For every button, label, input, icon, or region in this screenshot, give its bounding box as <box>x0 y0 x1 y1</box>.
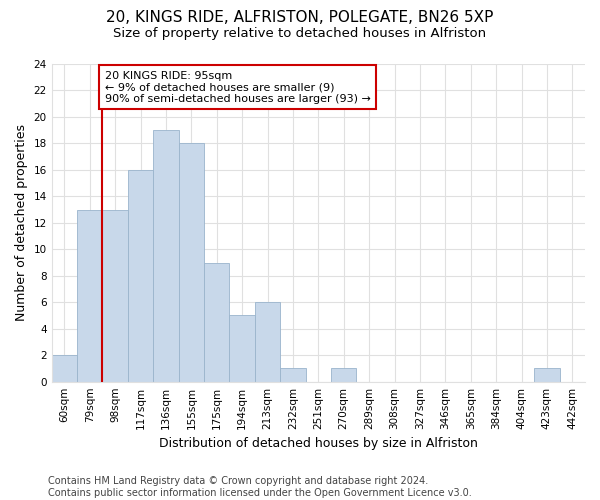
Bar <box>280 368 305 382</box>
Bar <box>103 210 128 382</box>
Bar <box>534 368 560 382</box>
Text: Contains HM Land Registry data © Crown copyright and database right 2024.
Contai: Contains HM Land Registry data © Crown c… <box>48 476 472 498</box>
Bar <box>331 368 356 382</box>
Bar <box>255 302 280 382</box>
Bar <box>77 210 103 382</box>
Text: Size of property relative to detached houses in Alfriston: Size of property relative to detached ho… <box>113 28 487 40</box>
Bar <box>179 144 204 382</box>
X-axis label: Distribution of detached houses by size in Alfriston: Distribution of detached houses by size … <box>159 437 478 450</box>
Bar <box>229 316 255 382</box>
Bar <box>204 262 229 382</box>
Bar <box>128 170 153 382</box>
Bar <box>52 355 77 382</box>
Text: 20 KINGS RIDE: 95sqm
← 9% of detached houses are smaller (9)
90% of semi-detache: 20 KINGS RIDE: 95sqm ← 9% of detached ho… <box>105 70 371 104</box>
Text: 20, KINGS RIDE, ALFRISTON, POLEGATE, BN26 5XP: 20, KINGS RIDE, ALFRISTON, POLEGATE, BN2… <box>106 10 494 25</box>
Y-axis label: Number of detached properties: Number of detached properties <box>15 124 28 322</box>
Bar <box>153 130 179 382</box>
